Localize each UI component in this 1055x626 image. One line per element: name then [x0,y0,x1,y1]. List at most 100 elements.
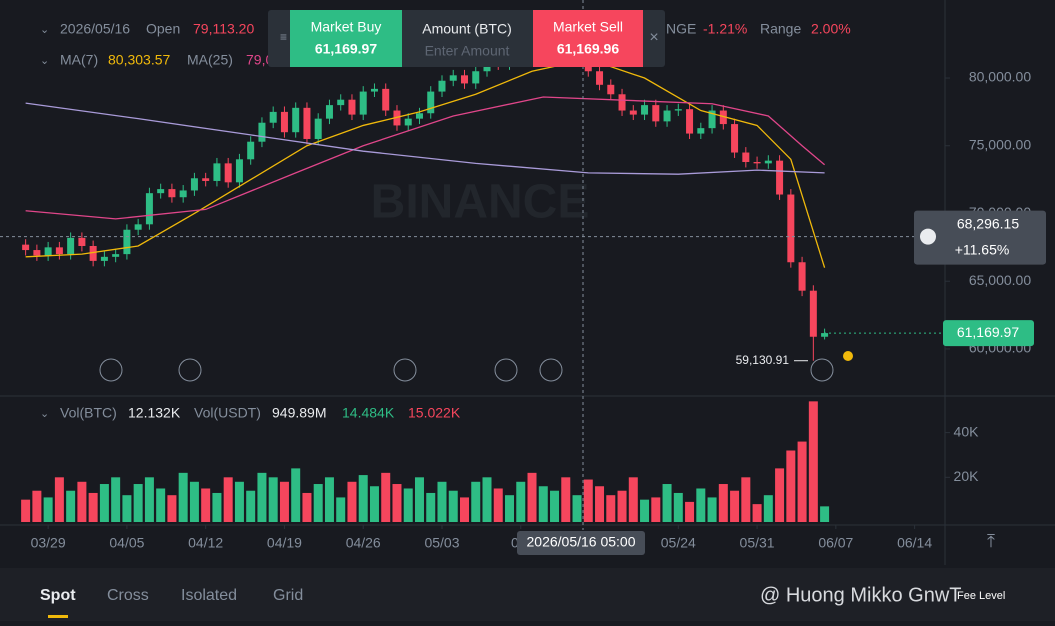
tab[interactable]: Spot [40,587,76,604]
candle-body [821,333,829,337]
collapse-icon[interactable]: ⌄ [40,24,49,36]
volume-bar [234,481,244,522]
candle-body [100,256,108,261]
tab[interactable]: Cross [107,587,149,604]
x-tick-label: 05/03 [424,535,459,551]
candle-body [67,237,75,255]
volume-bar [606,495,616,522]
volume-bar [43,497,53,522]
event-icon[interactable] [178,358,202,382]
candle-body [663,110,671,122]
collapse-icon[interactable]: ⌄ [40,408,49,420]
header-open-label: Open [146,21,180,37]
crosshair-date: 2026/05/16 05:00 [527,534,636,550]
crosshair-price: 68,296.15 [957,215,1019,231]
candle-body [382,88,390,111]
header-date: 2026/05/16 [60,21,130,37]
volume-bar [437,481,447,522]
volume-bar [189,481,199,522]
sell-label: Market Sell [553,19,623,35]
candle-body [78,237,86,246]
amount-label: Amount (BTC) [422,21,511,37]
y-tick-label: 20K [954,468,980,484]
axis-fit-button[interactable]: ⤒ [987,531,995,551]
volume-bar [662,484,672,522]
market-sell-button[interactable] [533,10,643,67]
event-icon[interactable] [539,358,563,382]
drag-handle[interactable]: ≡ [280,30,287,44]
event-icon[interactable] [810,358,834,382]
event-icon[interactable] [494,358,518,382]
volume-bar [459,497,469,522]
ma-line [25,58,826,268]
axes: 60,000.0065,000.0070,000.0075,000.0080,0… [31,69,1032,551]
volume-bar [550,490,560,522]
volume-bar [808,401,818,522]
ma-line [25,102,825,175]
buy-price: 61,169.97 [315,41,377,57]
candle-body [314,118,322,139]
y-tick-label: 65,000.00 [969,272,1031,288]
candle-body [89,245,97,261]
volume-bar [595,486,605,522]
candle-body [438,80,446,92]
volume-bar [54,477,64,522]
tab-bar [0,568,1055,621]
candle-body [359,91,367,115]
volume-bar [493,488,503,522]
volume-bar [66,490,76,522]
market-buy-button[interactable] [290,10,402,67]
volume-bar [358,475,368,522]
candle-body [787,194,795,263]
candle-body [731,124,739,153]
volume-bar [99,484,109,522]
tab[interactable]: Grid [273,587,303,604]
price-pane [22,40,829,361]
collapse-icon[interactable]: ⌄ [40,55,49,67]
header-range: 2.00% [811,21,851,37]
volume-bar [640,499,650,522]
sell-price: 61,169.96 [557,41,619,57]
y-tick-label: 40K [954,423,980,439]
tab[interactable]: Isolated [181,587,237,604]
last-price-label: 61,169.97 [957,324,1019,340]
volume-bar [651,497,661,522]
candle-body [235,159,243,183]
volume-bar [414,477,424,522]
volume-bar [572,495,582,522]
volume-bar [538,486,548,522]
candle-body [247,141,255,160]
event-icon[interactable] [99,358,123,382]
event-icon[interactable] [393,358,417,382]
volume-bar [268,477,278,522]
add-order-icon[interactable] [920,228,936,245]
volume-bar [583,479,593,522]
x-tick-label: 03/29 [31,535,66,551]
volume-bar [167,495,177,522]
crosshair-change: +11.65% [955,241,1010,257]
close-button[interactable]: × [649,29,658,46]
volume-bar [347,481,357,522]
x-tick-label: 06/14 [897,535,932,551]
tab-indicator [48,615,68,618]
candle-body [798,262,806,291]
volume-bar [448,490,458,522]
candle-body [393,110,401,126]
candle-body [641,105,649,115]
candle-body [809,290,817,337]
candle-body [697,128,705,134]
candle-body [258,122,266,142]
candle-body [708,110,716,129]
volume-bar [313,484,323,522]
volume-bar [516,481,526,522]
candle-body [415,113,423,119]
volume-bar [707,497,717,522]
volume-bar [482,477,492,522]
candle-body [269,111,277,123]
header-range-label: Range [760,21,801,37]
crosshair-label-bg [914,210,1046,265]
volume-bar [279,481,289,522]
amount-input[interactable]: Enter Amount [425,43,510,59]
